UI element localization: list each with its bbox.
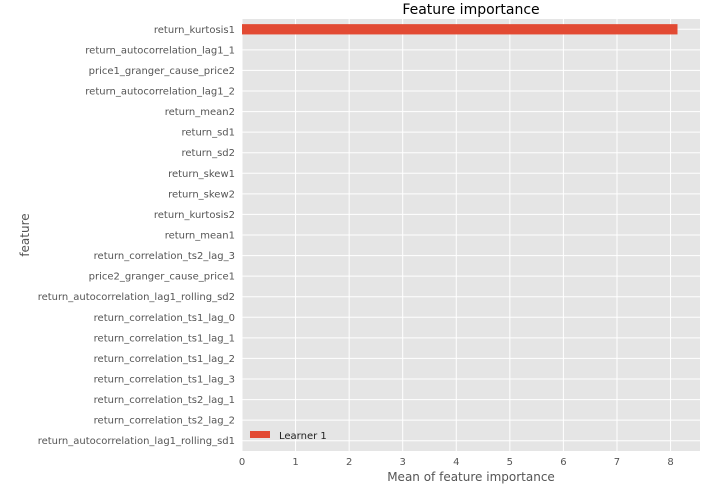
y-tick-label: return_autocorrelation_lag1_rolling_sd2 <box>38 292 235 303</box>
x-tick-label: 0 <box>239 457 245 468</box>
y-tick-label: return_correlation_ts1_lag_1 <box>94 333 235 344</box>
x-tick-label: 7 <box>614 457 620 468</box>
y-tick-label: return_skew2 <box>168 189 235 200</box>
y-tick-label: price2_granger_cause_price1 <box>89 272 235 283</box>
x-tick-label: 2 <box>346 457 352 468</box>
legend-swatch <box>250 431 270 438</box>
x-tick-label: 5 <box>507 457 513 468</box>
bars <box>242 24 678 35</box>
y-tick-label: return_sd2 <box>182 148 236 159</box>
y-tick-label: return_correlation_ts2_lag_2 <box>94 416 235 427</box>
y-tick-label: return_autocorrelation_lag1_2 <box>85 87 235 98</box>
y-tick-label: return_correlation_ts1_lag_2 <box>94 354 235 365</box>
x-tick-label: 1 <box>292 457 298 468</box>
legend: Learner 1 <box>250 431 327 442</box>
y-tick-label: return_sd1 <box>182 128 236 139</box>
x-tick-label: 8 <box>667 457 673 468</box>
x-tick-label: 4 <box>453 457 459 468</box>
bar <box>242 24 678 35</box>
legend-entry-label: Learner 1 <box>279 431 327 442</box>
y-tick-label: return_kurtosis1 <box>154 25 235 36</box>
y-tick-label: return_correlation_ts1_lag_3 <box>94 375 235 386</box>
y-tick-label: return_correlation_ts2_lag_3 <box>94 251 235 262</box>
chart-title: Feature importance <box>402 2 539 18</box>
y-tick-label: return_correlation_ts1_lag_0 <box>94 313 235 324</box>
x-axis-label: Mean of feature importance <box>387 470 555 484</box>
y-tick-label: return_autocorrelation_lag1_1 <box>85 45 235 56</box>
y-tick-label: return_mean1 <box>165 231 235 242</box>
y-tick-label: return_kurtosis2 <box>154 210 235 221</box>
y-tick-label: price1_granger_cause_price2 <box>89 66 235 77</box>
y-tick-label: return_correlation_ts2_lag_1 <box>94 395 235 406</box>
y-axis-label: feature <box>18 213 32 256</box>
y-tick-labels: return_kurtosis1 return_autocorrelation_l… <box>38 25 235 447</box>
y-tick-label: return_mean2 <box>165 107 235 118</box>
x-tick-label: 6 <box>560 457 566 468</box>
x-tick-label: 3 <box>400 457 406 468</box>
grid-lines <box>241 19 700 451</box>
y-tick-label: return_autocorrelation_lag1_rolling_sd1 <box>38 436 235 447</box>
x-tick-labels: 0 1 2 3 4 5 6 7 8 <box>239 457 674 468</box>
y-tick-label: return_skew1 <box>168 169 235 180</box>
